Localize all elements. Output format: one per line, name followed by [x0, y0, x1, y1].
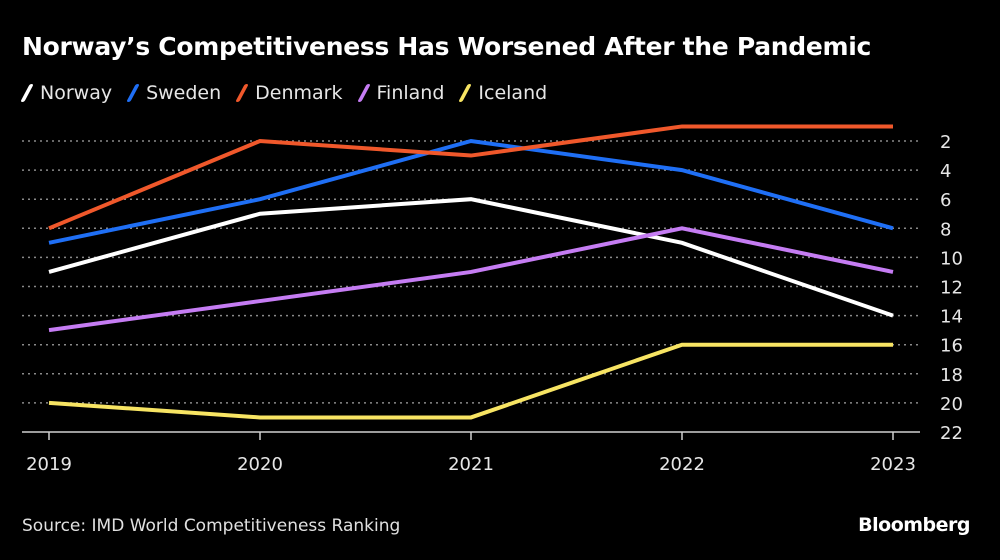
legend-label-norway: Norway: [40, 82, 113, 104]
x-tick-label: 2023: [870, 454, 916, 475]
y-tick-label: 18: [940, 365, 963, 386]
source-note: Source: IMD World Competitiveness Rankin…: [22, 516, 401, 536]
series-lines: [48, 124, 894, 420]
y-tick-label: 6: [940, 190, 951, 211]
x-axis: 2019 2020 2021 2022 2023: [22, 431, 920, 475]
legend-item-norway: Norway: [20, 82, 113, 104]
x-tick-label: 2021: [448, 454, 494, 475]
x-tick-label: 2020: [237, 454, 283, 475]
legend-item-denmark: Denmark: [235, 82, 343, 104]
bloomberg-logo: Bloomberg: [858, 514, 970, 536]
legend-item-sweden: Sweden: [126, 82, 222, 104]
legend-item-iceland: Iceland: [458, 82, 548, 104]
y-tick-label: 8: [940, 219, 951, 240]
legend-label-denmark: Denmark: [255, 82, 343, 104]
y-axis: 2 4 6 8 10 12 14 16 18 20 22: [940, 132, 963, 444]
y-tick-label: 10: [940, 248, 963, 269]
y-tick-label: 14: [940, 307, 963, 328]
chart-legend: Norway Sweden Denmark Finland Iceland: [20, 82, 563, 104]
legend-label-finland: Finland: [376, 82, 445, 104]
legend-label-iceland: Iceland: [478, 82, 548, 104]
x-tick-label: 2022: [659, 454, 705, 475]
y-tick-label: 12: [940, 278, 963, 299]
legend-label-sweden: Sweden: [146, 82, 222, 104]
legend-item-finland: Finland: [356, 82, 445, 104]
y-tick-label: 16: [940, 336, 963, 357]
chart-title: Norway’s Competitiveness Has Worsened Af…: [22, 32, 872, 61]
y-tick-label: 4: [940, 161, 951, 182]
y-tick-label: 20: [940, 394, 963, 415]
series-line-iceland: [48, 342, 893, 420]
y-tick-label: 2: [940, 132, 951, 153]
y-tick-label: 22: [940, 423, 963, 444]
x-tick-label: 2019: [26, 454, 72, 475]
